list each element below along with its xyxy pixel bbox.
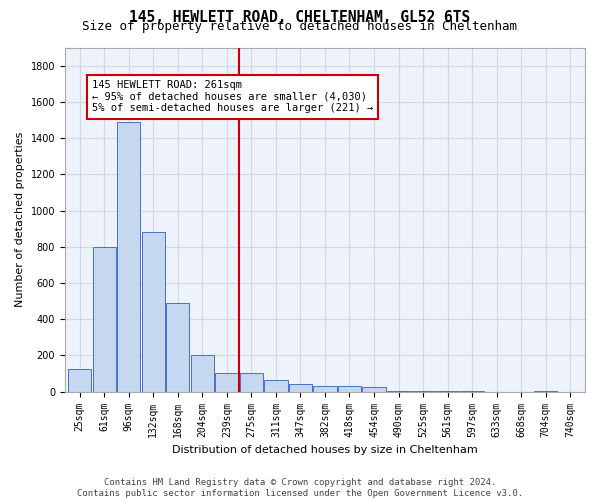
Bar	[387, 391, 410, 392]
Bar	[215, 372, 238, 392]
X-axis label: Distribution of detached houses by size in Cheltenham: Distribution of detached houses by size …	[172, 445, 478, 455]
Text: 145 HEWLETT ROAD: 261sqm
← 95% of detached houses are smaller (4,030)
5% of semi: 145 HEWLETT ROAD: 261sqm ← 95% of detach…	[92, 80, 373, 114]
Bar	[191, 354, 214, 392]
Bar	[460, 391, 484, 392]
Text: Contains HM Land Registry data © Crown copyright and database right 2024.
Contai: Contains HM Land Registry data © Crown c…	[77, 478, 523, 498]
Text: 145, HEWLETT ROAD, CHELTENHAM, GL52 6TS: 145, HEWLETT ROAD, CHELTENHAM, GL52 6TS	[130, 10, 470, 25]
Bar	[313, 386, 337, 392]
Bar	[289, 384, 312, 392]
Bar	[436, 391, 459, 392]
Bar	[362, 387, 386, 392]
Bar	[142, 232, 165, 392]
Bar	[534, 391, 557, 392]
Bar	[239, 372, 263, 392]
Bar	[412, 391, 435, 392]
Bar	[117, 122, 140, 392]
Bar	[68, 369, 91, 392]
Y-axis label: Number of detached properties: Number of detached properties	[15, 132, 25, 308]
Text: Size of property relative to detached houses in Cheltenham: Size of property relative to detached ho…	[83, 20, 517, 33]
Bar	[264, 380, 287, 392]
Bar	[166, 303, 190, 392]
Bar	[338, 386, 361, 392]
Bar	[92, 247, 116, 392]
